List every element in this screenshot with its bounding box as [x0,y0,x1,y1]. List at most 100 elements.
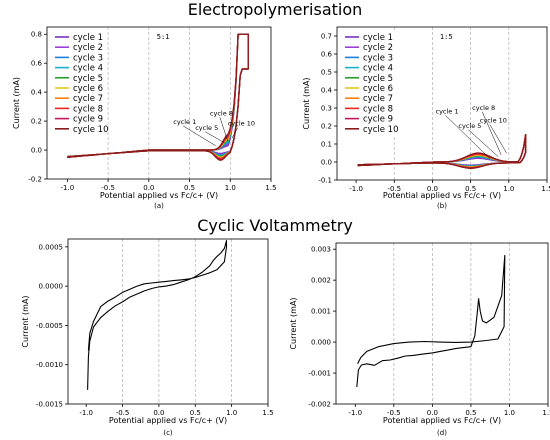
y-axis-label: Current (mA) [289,297,298,349]
legend-label: cycle 9 [363,115,393,125]
y-tick-label: -0.2 [28,176,42,184]
chart-panel-b: -1.0 -0.5 0.0 0.5 1.0 1.5 -0.1 0.0 0.1 0.2 0.3 0.4 0… [302,26,550,210]
annotation-label: cycle 1 [173,118,196,126]
x-tick-label: -1.0 [61,184,75,192]
legend-label: cycle 2 [363,43,393,53]
y-tick-label: 0.6 [31,60,43,68]
x-tick-label: 1.0 [226,409,237,417]
y-tick-label: 0.8 [31,31,42,39]
annotation-label: cycle 1 [436,107,459,115]
x-tick-label: -0.5 [387,409,401,417]
annotation-leader [219,117,229,142]
plot-frame [67,238,269,405]
ratio-label: 5:1 [157,33,170,41]
legend-label: cycle 10 [363,125,399,135]
y-tick-label: 0.003 [311,246,331,254]
annotation-leader [468,129,499,157]
plot-frame [335,242,549,405]
panel-caption: (a) [154,202,164,210]
legend-label: cycle 7 [73,94,103,104]
x-tick-label: -1.0 [349,185,363,193]
ratio-label: 1:5 [440,33,453,41]
legend-label: cycle 1 [73,33,103,43]
y-tick-label: 0.5 [321,69,332,77]
x-tick-label: -1.0 [348,409,362,417]
x-tick-label: 0.5 [184,184,195,192]
x-tick-label: -0.5 [387,185,401,193]
legend-label: cycle 5 [73,74,103,84]
annotation-leader [489,124,507,154]
title-electropolymerisation: Electropolymerisation [187,0,363,19]
y-tick-label: 0.0 [31,147,42,155]
y-tick-label: -0.0005 [36,322,63,330]
y-tick-label: 0.7 [321,33,332,41]
panel-caption: (c) [163,429,173,437]
annotation-leader [445,115,490,159]
legend-label: cycle 9 [73,115,103,125]
y-tick-label: -0.0015 [36,401,63,409]
legend-label: cycle 3 [363,53,393,63]
legend-label: cycle 7 [363,94,393,104]
x-tick-label: 0.5 [465,409,476,417]
y-tick-label: 0.0005 [39,243,64,251]
x-axis-label: Potential applied vs Fc/c+ (V) [100,191,218,200]
y-tick-label: 0.2 [31,118,42,126]
annotation-label: cycle 5 [195,124,218,132]
title-cyclic-voltammetry: Cyclic Voltammetry [197,216,353,235]
y-tick-label: -0.1 [318,177,332,185]
y-axis-label: Current (mA) [21,295,30,347]
annotation-label: cycle 8 [472,104,495,112]
annotation-leader [205,131,225,144]
y-tick-label: 0.4 [31,89,43,97]
legend-label: cycle 1 [363,33,393,43]
x-tick-label: 1.0 [225,184,236,192]
y-tick-label: 0.0000 [39,283,64,291]
x-tick-label: 0.5 [465,185,476,193]
x-tick-label: 0.0 [143,184,154,192]
series-line [357,134,527,169]
x-axis-label: Potential applied vs Fc/c+ (V) [383,191,501,200]
x-tick-label: 1.0 [503,185,514,193]
legend-label: cycle 10 [73,125,109,135]
y-tick-label: 0.002 [311,277,331,285]
x-tick-label: 0.5 [190,409,201,417]
x-tick-label: -0.5 [101,184,115,192]
y-tick-label: 0.2 [321,123,332,131]
annotation-label: cycle 10 [228,119,255,127]
x-tick-label: 1.5 [262,409,273,417]
y-tick-label: 0.001 [311,308,331,316]
x-axis-label: Potential applied vs Fc/c+ (V) [109,416,227,425]
legend-label: cycle 3 [73,53,103,63]
x-tick-label: 1.5 [541,185,550,193]
legend-label: cycle 5 [363,74,393,84]
annotation-label: cycle 5 [458,122,481,130]
y-tick-label: -0.002 [308,401,331,409]
x-tick-label: -1.0 [79,409,93,417]
legend-label: cycle 4 [363,64,393,74]
y-tick-label: 0.3 [321,105,332,113]
series-line [356,254,506,388]
y-tick-label: 0.1 [321,141,332,149]
x-tick-label: 0.0 [427,185,438,193]
x-tick-label: -0.5 [116,409,130,417]
x-tick-label: 0.0 [153,409,164,417]
legend-label: cycle 4 [73,64,103,74]
annotation-label: cycle 8 [210,109,233,117]
y-axis-label: Current (mA) [12,77,21,129]
x-axis-label: Potential applied vs Fc/c+ (V) [383,416,501,425]
y-axis-label: Current (mA) [302,77,311,129]
plot-frame [336,26,548,181]
x-tick-label: 0.0 [427,409,438,417]
chart-panel-a: -1.0 -0.5 0.0 0.5 1.0 1.5 -0.2 0.0 0.2 0.4 0.6 0.8 P… [12,26,277,210]
plot-frame [46,26,272,180]
chart-panel-c: -1.0 -0.5 0.0 0.5 1.0 1.5 -0.0015 -0.0010 -0.000… [21,238,274,437]
legend-label: cycle 6 [363,84,393,94]
annotation-leader [481,111,502,155]
series-line [67,33,249,161]
series-line [87,240,228,390]
legend-label: cycle 2 [73,43,103,53]
x-tick-label: 1.5 [265,184,276,192]
